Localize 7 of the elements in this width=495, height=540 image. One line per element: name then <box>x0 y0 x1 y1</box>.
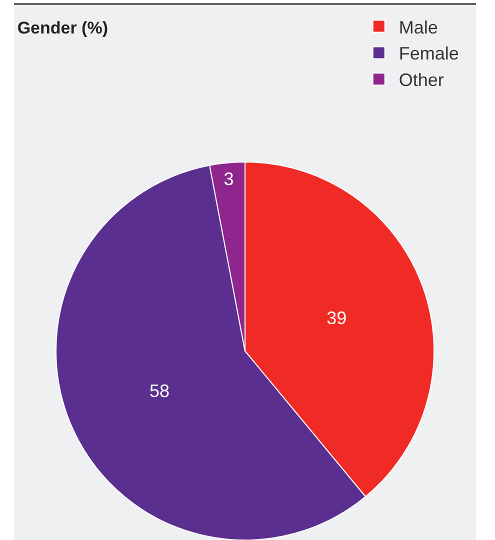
data-label: 58 <box>150 381 170 402</box>
legend-label: Other <box>398 70 444 90</box>
data-label: 39 <box>326 308 347 328</box>
legend-label: Male <box>398 17 438 38</box>
legend-label: Female <box>398 44 459 64</box>
data-label: 3 <box>224 169 234 190</box>
chart-title: Gender (%) <box>17 18 108 38</box>
